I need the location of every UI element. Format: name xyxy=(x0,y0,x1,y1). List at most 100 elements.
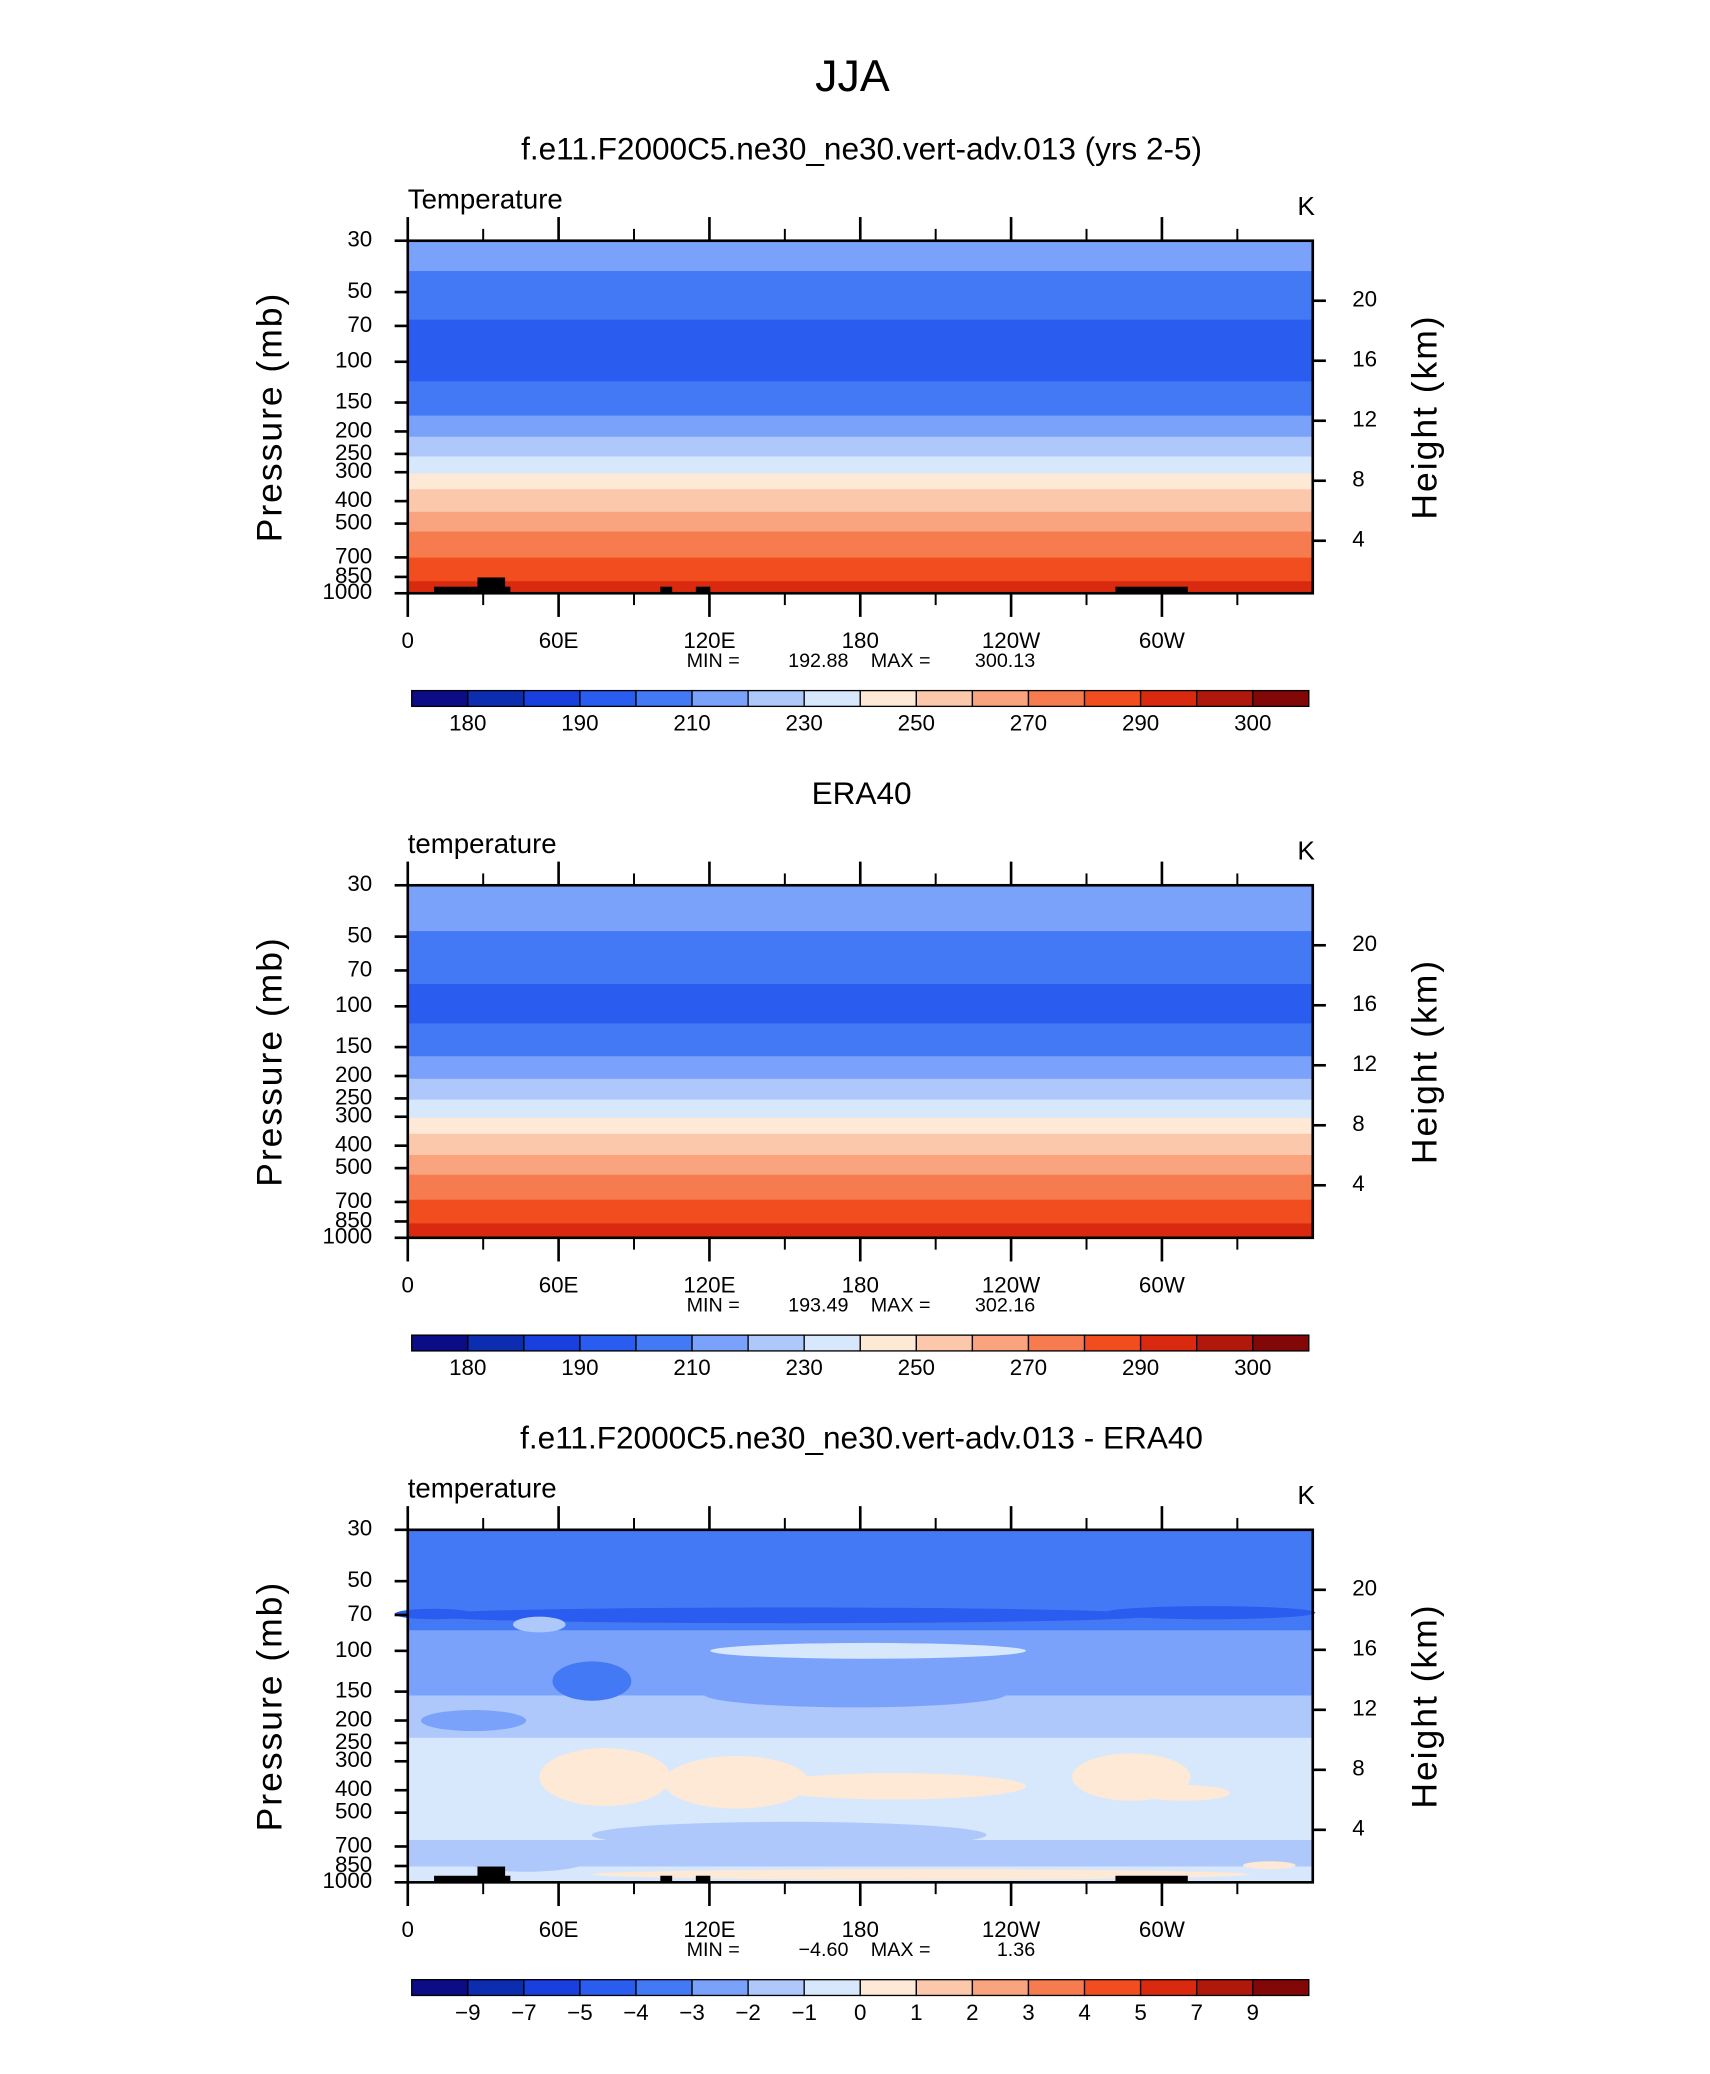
contour-blob xyxy=(552,1661,632,1701)
y-tick-label: 250 xyxy=(335,1729,372,1754)
y-tick-label: 850 xyxy=(335,563,372,588)
y-tick-label: 250 xyxy=(335,1084,372,1109)
colorbar-box xyxy=(411,1979,469,1997)
contour-blob xyxy=(420,1710,527,1732)
contour-blob xyxy=(394,1608,474,1620)
colorbar-box xyxy=(803,1334,861,1352)
x-tick-label: 60W xyxy=(1139,1272,1186,1297)
colorbar-label: 300 xyxy=(1234,1355,1271,1380)
contour-band xyxy=(407,1099,1313,1119)
y2-tick-label: 12 xyxy=(1352,407,1377,432)
y-tick-label: 70 xyxy=(347,312,372,337)
variable-label: temperature xyxy=(408,828,557,859)
contour-band xyxy=(407,581,1313,595)
colorbar-box xyxy=(915,1979,974,1997)
colorbar-box xyxy=(691,689,749,708)
y2-tick-label: 12 xyxy=(1352,1696,1377,1721)
colorbar-box xyxy=(467,689,525,708)
contour-band xyxy=(407,1078,1313,1101)
contour-blob xyxy=(539,1748,671,1807)
y-tick-label: 1000 xyxy=(323,579,373,604)
colorbar-box xyxy=(1139,689,1198,708)
y-tick-label: 200 xyxy=(335,417,372,442)
colorbar-label: 3 xyxy=(1022,2000,1034,2025)
colorbar-label: 290 xyxy=(1122,711,1159,736)
panel-title: f.e11.F2000C5.ne30_ne30.vert-adv.013 (yr… xyxy=(521,131,1202,167)
colorbar-box xyxy=(579,689,637,708)
units-label: K xyxy=(1297,191,1315,221)
colorbar-box xyxy=(747,1334,805,1352)
contour-blob xyxy=(1104,1606,1316,1620)
y-tick-label: 300 xyxy=(335,458,372,483)
colorbar-label: 190 xyxy=(561,1355,598,1380)
contour-band xyxy=(407,983,1313,1025)
contour-band xyxy=(407,1154,1313,1176)
min-value: 193.49 xyxy=(788,1294,848,1316)
y-tick-label: 100 xyxy=(335,992,372,1017)
colorbar-label: 300 xyxy=(1234,711,1271,736)
y-axis-label: Pressure (mb) xyxy=(250,1581,290,1832)
x-tick-label: 120W xyxy=(982,1272,1041,1297)
x-tick-label: 60E xyxy=(539,1917,579,1942)
units-label: K xyxy=(1297,1480,1315,1510)
colorbar-box xyxy=(747,689,805,708)
colorbar-box xyxy=(915,1334,974,1352)
colorbar-box xyxy=(1027,1979,1086,1997)
y-tick-label: 250 xyxy=(335,440,372,465)
colorbar-box xyxy=(635,689,693,708)
topography xyxy=(434,1875,511,1883)
contour-blob xyxy=(513,1616,566,1633)
y-tick-label: 50 xyxy=(347,923,372,948)
y2-tick-label: 4 xyxy=(1352,527,1364,552)
super-title: JJA xyxy=(815,52,890,101)
y-tick-label: 850 xyxy=(335,1852,372,1877)
contour-band xyxy=(407,271,1313,321)
contour-band xyxy=(407,557,1313,583)
x-tick-label: 60W xyxy=(1139,628,1186,653)
y-tick-label: 100 xyxy=(335,348,372,373)
contour-band xyxy=(407,1223,1313,1239)
y-tick-label: 850 xyxy=(335,1207,372,1232)
y-tick-label: 1000 xyxy=(323,1868,373,1893)
colorbar-box xyxy=(467,1334,525,1352)
colorbar-label: −1 xyxy=(791,2000,817,2025)
contour-blob xyxy=(1137,1784,1230,1801)
y-axis-label: Pressure (mb) xyxy=(250,292,290,543)
contour-band xyxy=(407,456,1313,475)
contour-blob xyxy=(1243,1861,1296,1870)
colorbar-label: 270 xyxy=(1010,1355,1047,1380)
min-value: 192.88 xyxy=(788,650,848,672)
topography xyxy=(477,1866,506,1883)
y2-tick-label: 20 xyxy=(1352,287,1377,312)
colorbar-box xyxy=(859,1979,917,1997)
contour-blob xyxy=(591,1869,1250,1880)
max-value: 302.16 xyxy=(975,1294,1035,1316)
colorbar-box xyxy=(411,689,469,708)
y2-tick-label: 12 xyxy=(1352,1051,1377,1076)
colorbar-box xyxy=(1252,1334,1310,1352)
colorbar-box xyxy=(1027,1334,1086,1352)
colorbar-box xyxy=(579,1979,637,1997)
topography xyxy=(660,1875,673,1883)
colorbar-box xyxy=(635,1979,693,1997)
colorbar-box xyxy=(859,1334,917,1352)
y-tick-label: 500 xyxy=(335,1154,372,1179)
panel-title: f.e11.F2000C5.ne30_ne30.vert-adv.013 - E… xyxy=(520,1420,1203,1456)
colorbar-box xyxy=(971,1979,1030,1997)
colorbar-box xyxy=(1196,689,1254,708)
colorbar-label: 5 xyxy=(1134,2000,1146,2025)
colorbar-label: 230 xyxy=(786,711,823,736)
y2-tick-label: 16 xyxy=(1352,347,1377,372)
x-tick-label: 180 xyxy=(842,1917,879,1942)
y2-axis-label: Height (km) xyxy=(1405,314,1445,519)
y2-tick-label: 4 xyxy=(1352,1171,1364,1196)
colorbar-label: 290 xyxy=(1122,1355,1159,1380)
y2-tick-label: 8 xyxy=(1352,1756,1364,1781)
y2-axis-label: Height (km) xyxy=(1405,959,1445,1164)
x-tick-label: 60E xyxy=(539,1272,579,1297)
x-tick-label: 60E xyxy=(539,628,579,653)
y-tick-label: 300 xyxy=(335,1103,372,1128)
topography xyxy=(695,1875,711,1883)
contour-band xyxy=(407,319,1313,383)
